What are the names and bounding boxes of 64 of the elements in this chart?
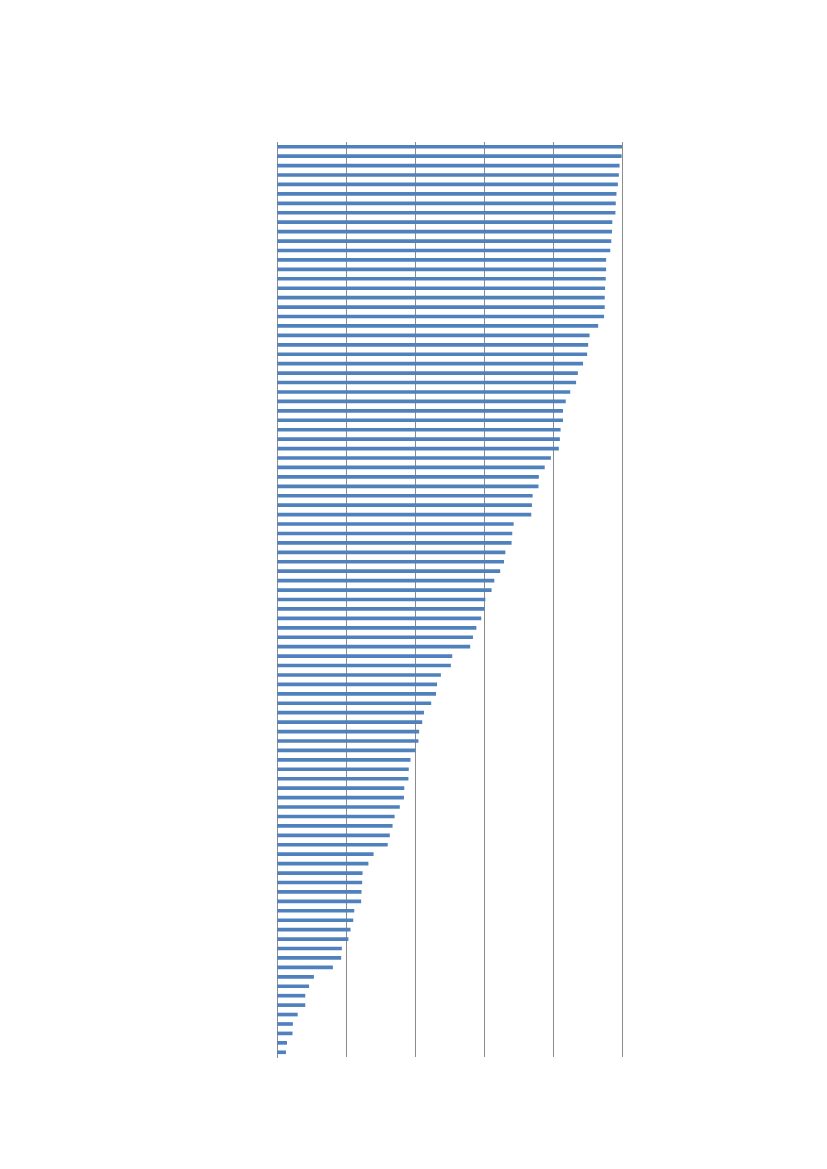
bar [277, 1050, 286, 1055]
bar [277, 993, 306, 998]
bar [277, 220, 613, 225]
bar [277, 758, 411, 762]
bar [277, 607, 485, 611]
bar [277, 692, 437, 696]
bar [277, 767, 409, 772]
bar [277, 559, 504, 564]
bar [277, 192, 617, 196]
bar [277, 786, 405, 790]
bar [277, 437, 560, 441]
bar [277, 361, 583, 366]
bar [277, 342, 589, 347]
bar [277, 154, 622, 158]
bar [277, 956, 342, 960]
bar [277, 918, 354, 923]
bar [277, 701, 432, 706]
bar [277, 503, 532, 507]
bar [277, 908, 355, 913]
bar [277, 974, 314, 979]
bar [277, 937, 349, 941]
bar [277, 871, 363, 875]
bar [277, 409, 563, 413]
bar [277, 776, 409, 781]
bar [277, 324, 599, 328]
bar [277, 541, 512, 545]
bar [277, 654, 453, 658]
bar [277, 842, 388, 847]
bar [277, 625, 477, 630]
bar [277, 305, 605, 309]
bar [277, 286, 606, 291]
bar [277, 276, 606, 281]
bar [277, 371, 578, 375]
bar [277, 984, 310, 989]
bar [277, 1003, 306, 1007]
bar [277, 456, 551, 460]
bar [277, 824, 393, 828]
bar [277, 522, 514, 526]
bar [277, 418, 563, 423]
bar [277, 635, 473, 640]
bar [277, 805, 400, 809]
bar [277, 144, 622, 149]
bar [277, 427, 561, 432]
bar [277, 239, 612, 243]
bar [277, 475, 539, 479]
bar [277, 720, 423, 724]
bar [277, 201, 616, 206]
bar [277, 739, 419, 743]
bar [277, 673, 441, 677]
bar [277, 1022, 293, 1026]
bar [277, 352, 588, 357]
bar [277, 852, 374, 857]
bar [277, 833, 390, 838]
bar [277, 258, 607, 262]
bar [277, 710, 424, 715]
bar [277, 569, 501, 574]
bar [277, 173, 619, 177]
bar [277, 890, 362, 894]
bar [277, 390, 571, 394]
bar [277, 210, 616, 215]
bar [277, 588, 492, 592]
bar [277, 493, 533, 498]
bar [277, 1041, 287, 1045]
bar [277, 484, 539, 489]
